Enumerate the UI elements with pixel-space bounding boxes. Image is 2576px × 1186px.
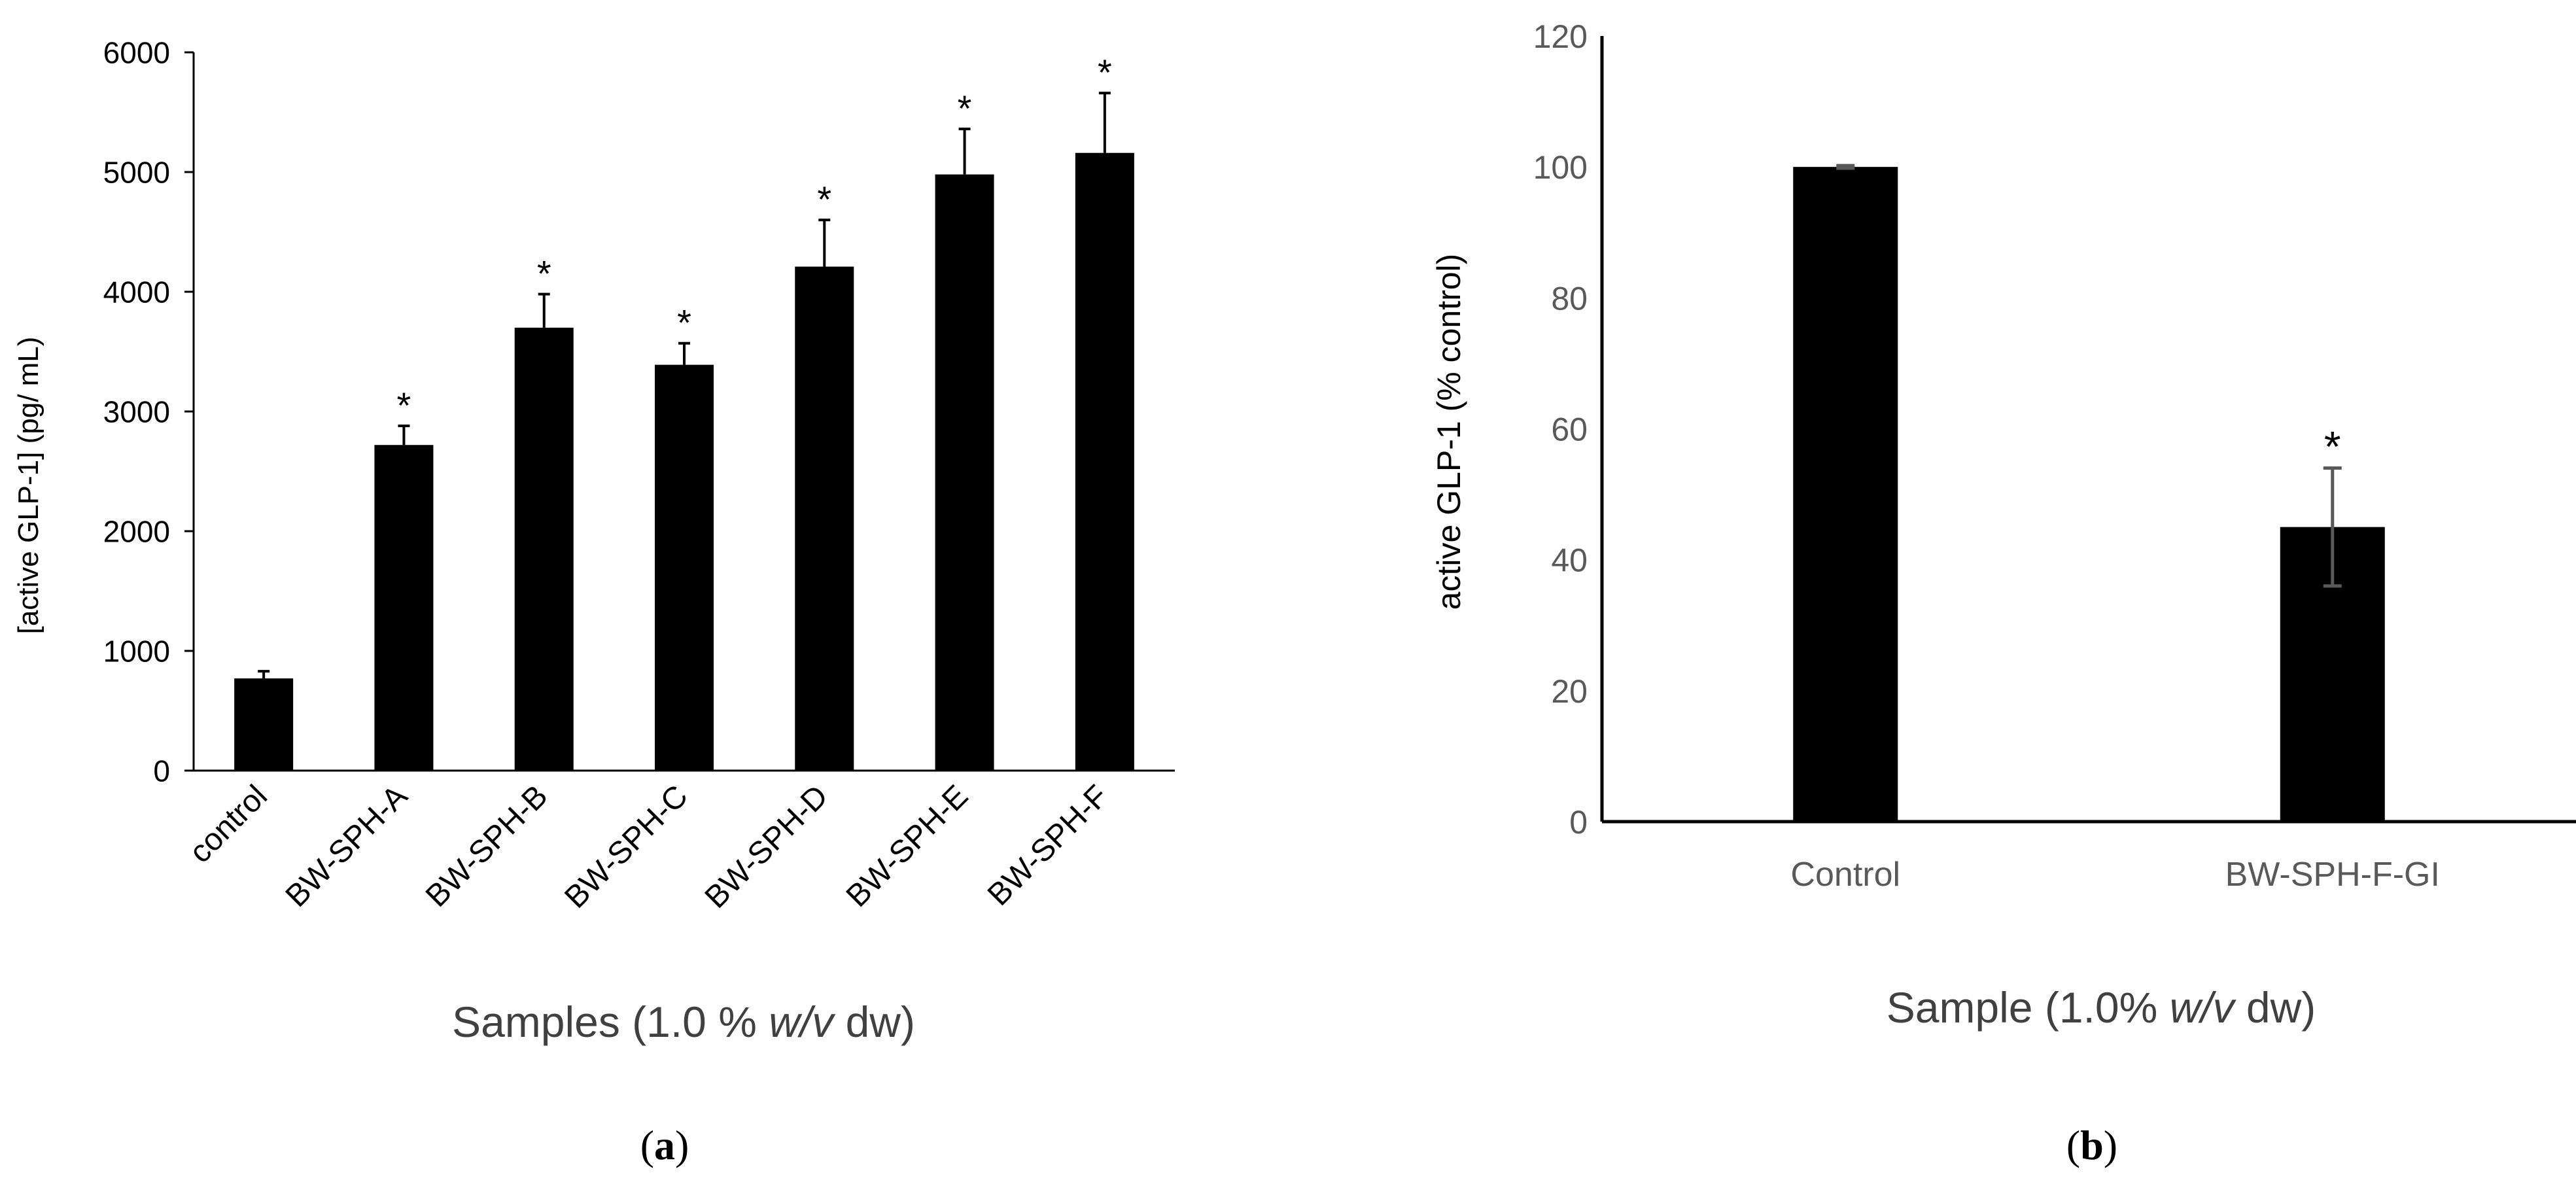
chart-a-significance-mark: *	[677, 302, 691, 343]
chart-b-xlabel: Sample (1.0% w/v dw)	[1887, 983, 2316, 1032]
chart-b-y-tick-label: 100	[1533, 149, 1588, 186]
chart-a-category-label: control	[183, 778, 274, 869]
chart-a-y-tick-label: 1000	[103, 635, 170, 669]
chart-b-category-label: Control	[1790, 856, 1900, 894]
chart-a-y-tick-label: 5000	[103, 156, 170, 190]
chart-a-y-tick-label: 2000	[103, 515, 170, 549]
chart-b-y-tick-label: 0	[1569, 804, 1588, 841]
chart-a-significance-mark: *	[817, 179, 831, 220]
chart-b-y-tick-label: 20	[1551, 673, 1588, 710]
chart-b-bar	[1793, 167, 1898, 822]
chart-b-significance-mark: *	[2324, 423, 2341, 471]
chart-b-y-tick-label: 120	[1533, 18, 1588, 55]
chart-a-bar	[514, 327, 574, 771]
chart-a-ylabel: [active GLP-1] (pg/ mL)	[12, 337, 44, 635]
chart-a-y-tick-label: 3000	[103, 395, 170, 429]
chart-a-category-label: BW-SPH-F	[981, 778, 1115, 913]
chart-a-bar	[935, 174, 994, 771]
chart-b-y-tick-label: 80	[1551, 280, 1588, 317]
chart-a-plot: 0 1000 2000 3000 4000 5000 6000 control * BW-SPH-…	[103, 36, 1175, 915]
chart-a-significance-mark: *	[537, 253, 551, 294]
chart-b-y-tick-label: 60	[1551, 411, 1588, 448]
chart-a-bar	[1075, 152, 1134, 771]
chart-b: 0 20 40 60 80 100 120 Control * BW-SPH-F-GI activ…	[1431, 18, 2576, 1168]
chart-a-significance-mark: *	[397, 385, 411, 426]
chart-b-ylabel: active GLP-1 (% control)	[1431, 254, 1467, 610]
chart-a-significance-mark: *	[958, 88, 972, 129]
chart-a-panel-label: (a)	[640, 1122, 689, 1168]
chart-a-significance-mark: *	[1098, 52, 1112, 93]
chart-b-y-tick-label: 40	[1551, 542, 1588, 579]
chart-a-xlabel: Samples (1.0 % w/v dw)	[452, 998, 915, 1046]
chart-a-y-tick-label: 0	[153, 754, 170, 788]
chart-a-category-label: BW-SPH-C	[558, 778, 694, 915]
chart-a-bar	[234, 678, 294, 771]
chart-b-plot: 0 20 40 60 80 100 120 Control * BW-SPH-F-GI	[1533, 18, 2576, 894]
chart-a-category-label: BW-SPH-E	[840, 778, 975, 914]
chart-b-category-label: BW-SPH-F-GI	[2225, 856, 2440, 894]
chart-a-y-tick-label: 4000	[103, 275, 170, 309]
chart-a-category-label: BW-SPH-A	[279, 778, 415, 914]
chart-a: 0 1000 2000 3000 4000 5000 6000 control * BW-SPH-…	[12, 36, 1175, 1168]
chart-a-y-tick-label: 6000	[103, 36, 170, 70]
chart-a-bar	[795, 266, 854, 771]
chart-b-panel-label: (b)	[2066, 1122, 2117, 1168]
chart-a-bar	[655, 364, 714, 771]
chart-a-bar	[374, 445, 434, 771]
chart-a-category-label: BW-SPH-B	[419, 778, 555, 914]
chart-a-category-label: BW-SPH-D	[699, 778, 835, 915]
